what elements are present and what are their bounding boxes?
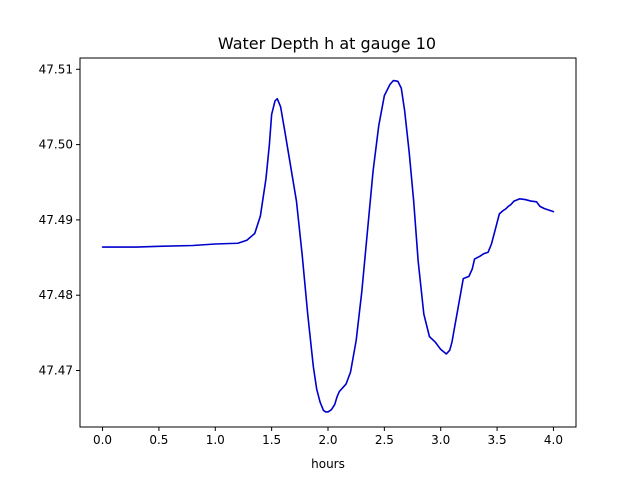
- x-tick-label: 0.0: [93, 433, 112, 447]
- y-tick-label: 47.49: [39, 213, 73, 227]
- chart-title: Water Depth h at gauge 10: [218, 34, 436, 53]
- x-axis-label: hours: [311, 457, 345, 471]
- y-axis: 47.47 47.48 47.49 47.50 47.51: [39, 62, 80, 378]
- x-tick-label: 1.0: [206, 433, 225, 447]
- y-tick-label: 47.50: [39, 138, 73, 152]
- x-tick-label: 3.0: [431, 433, 450, 447]
- x-tick-label: 2.5: [375, 433, 394, 447]
- y-tick-label: 47.47: [39, 364, 73, 378]
- x-tick-label: 2.0: [318, 433, 337, 447]
- x-tick-label: 3.5: [488, 433, 507, 447]
- y-tick-label: 47.48: [39, 288, 73, 302]
- plot-frame: [79, 57, 577, 428]
- x-tick-label: 0.5: [149, 433, 168, 447]
- series-line-0: [101, 79, 555, 413]
- x-axis: 0.0 0.5 1.0 1.5 2.0 2.5 3.0 3.5 4.0: [93, 427, 563, 447]
- series-layer: [101, 79, 555, 413]
- x-tick-label: 1.5: [262, 433, 281, 447]
- x-tick-label: 4.0: [544, 433, 563, 447]
- y-tick-label: 47.51: [39, 62, 73, 76]
